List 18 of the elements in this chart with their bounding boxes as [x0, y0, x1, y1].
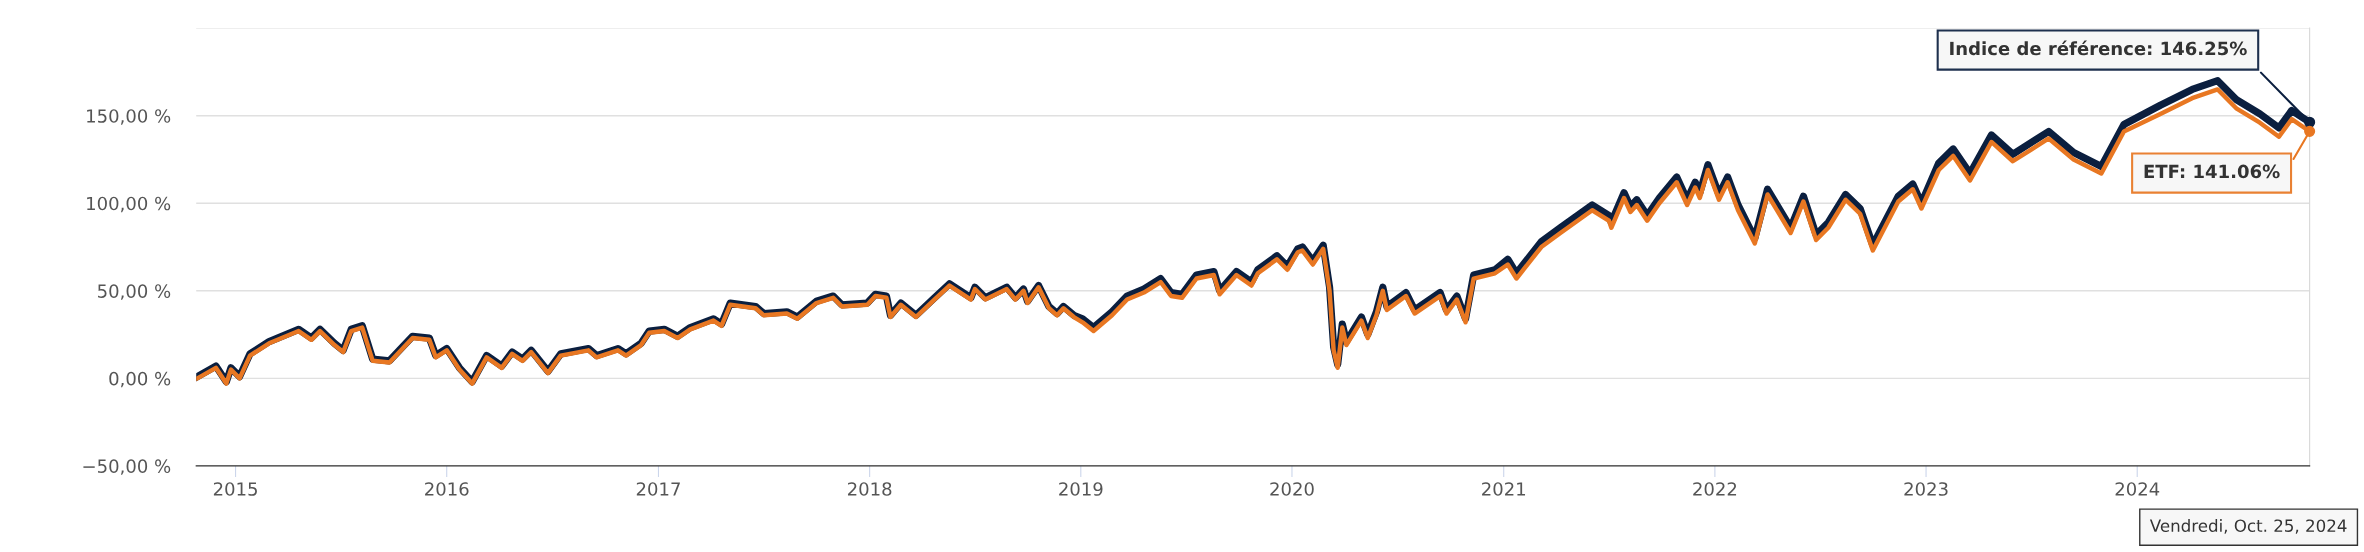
x-tick-label: 2022	[1693, 482, 1737, 496]
y-tick-label: 50,00 %	[98, 284, 171, 300]
y-tick-label: 150,00 %	[87, 109, 171, 125]
text: Vendredi, Oct. 25, 2024	[2149, 519, 2347, 534]
x-tick-label: 2020	[1270, 482, 1314, 496]
y-tick-label: −50,00 %	[83, 459, 171, 475]
x-tick-label: 2015	[213, 482, 257, 496]
annotation: ETF: 141.06%	[2144, 164, 2280, 179]
x-tick-label: 2021	[1482, 482, 1526, 496]
x-tick-label: 2019	[1059, 482, 1103, 496]
x-tick-label: 2024	[2115, 482, 2160, 496]
x-tick-label: 2018	[847, 482, 892, 496]
y-tick-label: 0,00 %	[109, 371, 171, 388]
y-tick-label: 100,00 %	[87, 196, 171, 213]
x-tick-label: 2016	[425, 482, 469, 496]
x-tick-label: 2017	[636, 482, 680, 496]
annotation: Indice de référence: 146.25%	[1950, 40, 2247, 56]
x-tick-label: 2023	[1904, 482, 1948, 496]
